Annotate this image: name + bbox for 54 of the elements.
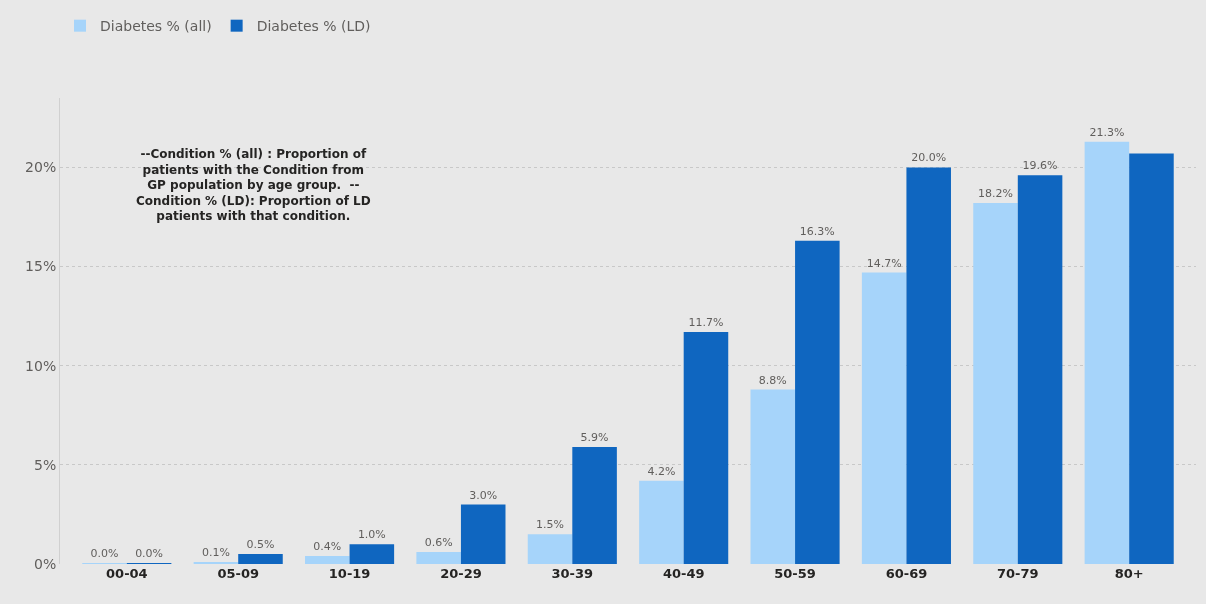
- bar: [906, 167, 951, 564]
- data-label: 0.1%: [201, 546, 230, 559]
- data-label: 14.7%: [866, 256, 902, 270]
- data-label: 20.0%: [911, 151, 947, 165]
- bar: [973, 203, 1018, 564]
- x-tick-label: 00-04: [106, 566, 148, 581]
- y-tick-label: 5%: [33, 456, 57, 473]
- data-label: 0.6%: [424, 536, 453, 550]
- data-label: 1.5%: [536, 518, 565, 532]
- bar: [416, 552, 461, 564]
- bar: [683, 331, 729, 564]
- x-tick-label: 40-49: [662, 566, 705, 581]
- bar: [639, 480, 684, 564]
- annotation: --Condition % (all) : Proportion of patients with the Condition from GP population by age group. -- Condition % (LD): Proportion of LD patients with that condition.: [136, 147, 371, 224]
- x-tick-label: 10-19: [328, 566, 371, 581]
- data-label: 5.9%: [580, 431, 609, 444]
- bar: [795, 240, 840, 564]
- bar: [527, 534, 573, 564]
- legend-label: Diabetes % (LD): [256, 18, 371, 35]
- data-label: 0.0%: [135, 547, 164, 560]
- y-tick-label: 15%: [25, 258, 57, 275]
- data-label: 0.0%: [90, 547, 119, 560]
- x-tick-label: 50-59: [774, 566, 816, 581]
- data-label: 0.5%: [246, 538, 275, 552]
- x-tick-label: 80+: [1114, 566, 1144, 581]
- bar: [750, 389, 796, 564]
- x-tick-label: 70-79: [997, 566, 1039, 581]
- bar: [861, 272, 907, 564]
- data-label: 11.7%: [688, 315, 724, 329]
- y-tick-label: 20%: [25, 159, 57, 176]
- data-label: 8.8%: [758, 373, 787, 387]
- bar: [1129, 153, 1174, 564]
- bar: [305, 556, 350, 564]
- data-label: 3.0%: [469, 488, 498, 502]
- x-tick-label: 30-39: [551, 566, 594, 581]
- data-label: 1.0%: [357, 528, 386, 542]
- bar: [238, 554, 283, 564]
- data-label: 18.2%: [978, 187, 1013, 201]
- bar: [572, 447, 617, 564]
- x-tick-label: 05-09: [217, 566, 259, 581]
- bar: [460, 504, 506, 564]
- data-label: 16.3%: [799, 224, 835, 238]
- bar: [349, 544, 395, 564]
- bar: [1084, 141, 1130, 564]
- legend-label: Diabetes % (all): [100, 18, 212, 35]
- bar: [1017, 175, 1063, 564]
- data-label: 21.3%: [1089, 125, 1125, 139]
- data-label: 4.2%: [647, 464, 676, 478]
- x-tick-label: 20-29: [440, 566, 482, 581]
- y-tick-label: 0%: [33, 555, 57, 572]
- data-label: 19.6%: [1022, 159, 1058, 173]
- y-tick-label: 10%: [25, 357, 57, 374]
- x-tick-label: 60-69: [885, 566, 928, 581]
- data-label: 0.4%: [313, 540, 342, 554]
